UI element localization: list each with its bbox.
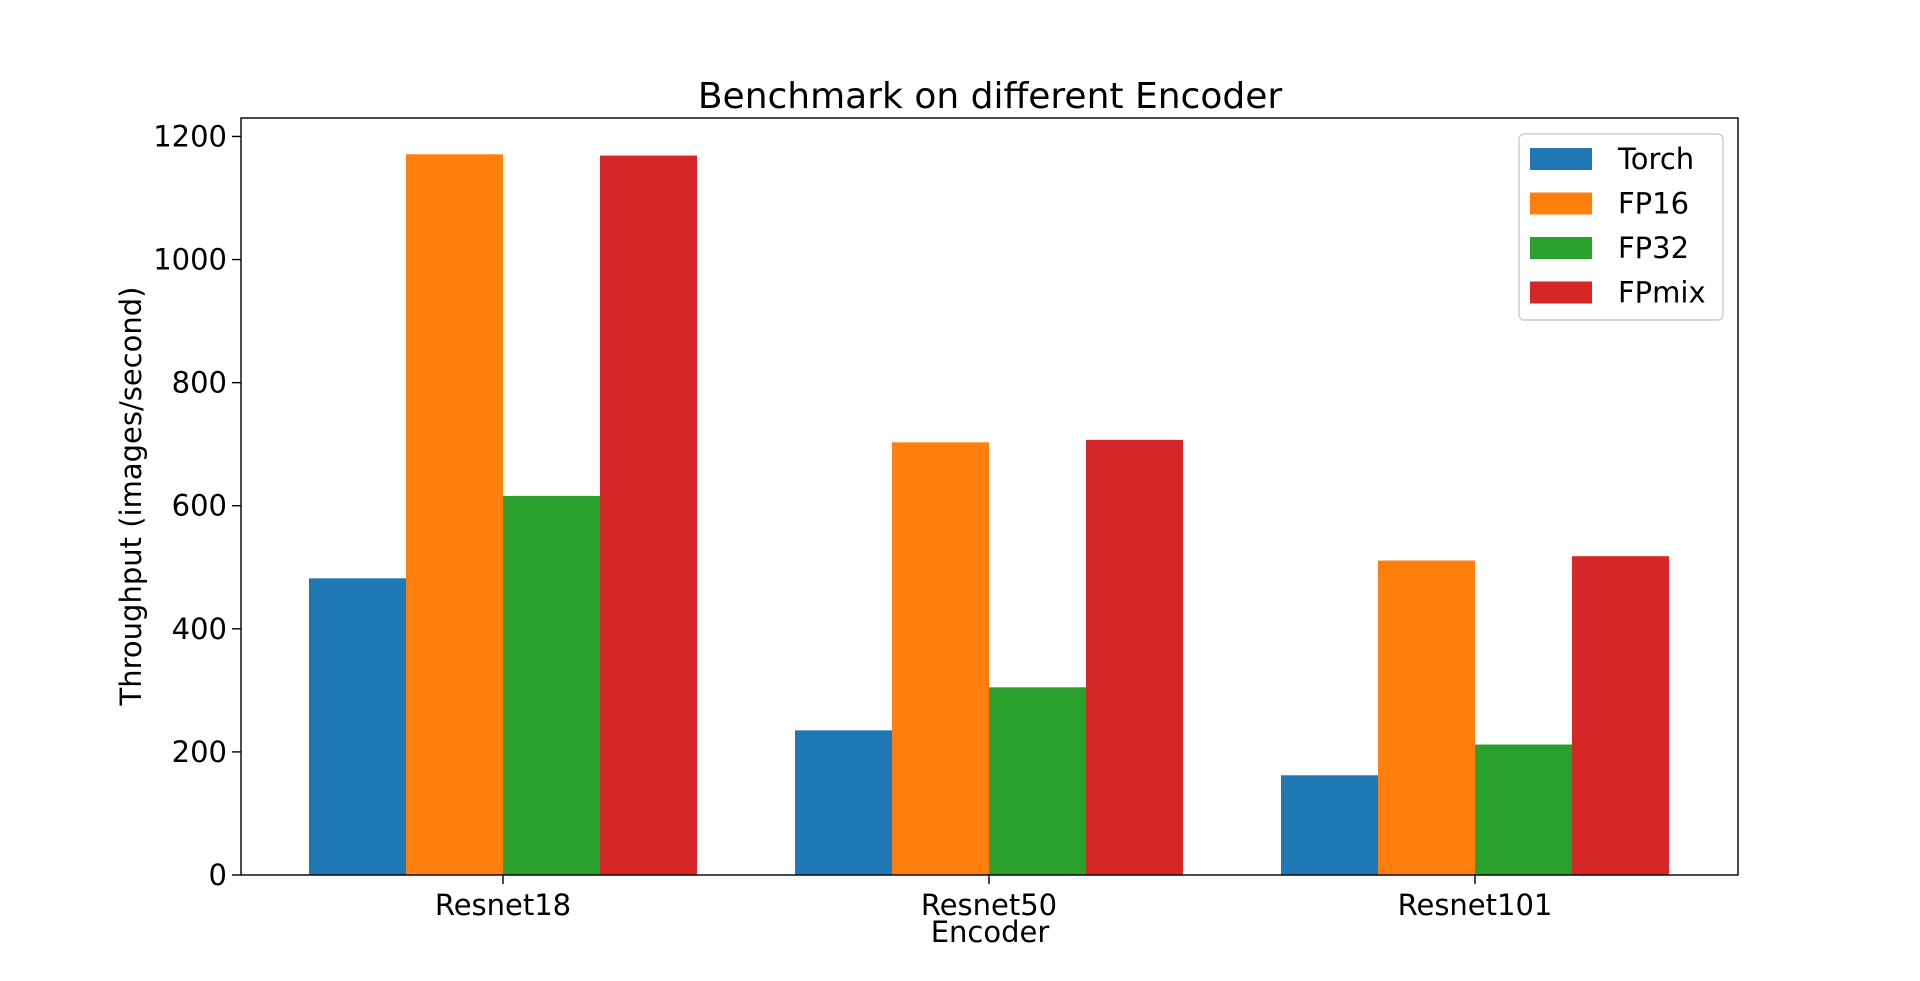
legend-swatch-fp16 xyxy=(1530,192,1592,215)
bars-layer xyxy=(309,154,1669,875)
bar-fpmix-resnet50 xyxy=(1086,439,1183,875)
bar-fp16-resnet50 xyxy=(892,442,989,875)
legend-box xyxy=(1518,133,1724,321)
y-tick-label: 0 xyxy=(209,858,227,892)
legend-swatch-torch xyxy=(1530,148,1592,170)
y-axis-ticks: 0 200 400 600 800 1000 1200 xyxy=(153,119,241,892)
bar-torch-resnet101 xyxy=(1281,775,1378,875)
x-tick-label: Resnet18 xyxy=(435,888,571,922)
chart-title: Benchmark on different Encoder xyxy=(698,76,1282,117)
bar-fpmix-resnet101 xyxy=(1572,556,1669,875)
x-tick-label: Resnet50 xyxy=(921,888,1057,922)
legend-label-fpmix: FPmix xyxy=(1618,276,1706,310)
y-tick-label: 600 xyxy=(172,489,227,523)
y-tick-label: 1200 xyxy=(153,119,227,153)
bar-fp16-resnet18 xyxy=(406,154,503,875)
x-axis-label: Encoder xyxy=(931,915,1050,949)
legend-label-fp32: FP32 xyxy=(1618,231,1689,265)
bar-fp32-resnet101 xyxy=(1475,744,1572,875)
bar-fp16-resnet101 xyxy=(1378,560,1475,875)
bar-torch-resnet50 xyxy=(795,730,892,875)
y-tick-label: 1000 xyxy=(153,243,227,277)
y-tick-label: 800 xyxy=(172,366,227,400)
x-tick-label: Resnet101 xyxy=(1398,888,1553,922)
y-tick-label: 200 xyxy=(172,735,227,769)
legend-label-fp16: FP16 xyxy=(1618,187,1689,221)
legend-swatch-fpmix xyxy=(1530,281,1592,304)
legend-label-torch: Torch xyxy=(1617,142,1694,176)
x-axis-ticks: Resnet18 Resnet50 Resnet101 xyxy=(435,875,1553,922)
legend: Torch FP16 FP32 FPmix xyxy=(1518,133,1724,321)
legend-swatch-fp32 xyxy=(1530,237,1592,259)
y-tick-label: 400 xyxy=(172,612,227,646)
bar-fp32-resnet18 xyxy=(503,495,600,875)
y-axis-label: Throughput (images/second) xyxy=(114,287,148,707)
bar-fp32-resnet50 xyxy=(989,687,1086,875)
bar-torch-resnet18 xyxy=(309,578,406,875)
bar-fpmix-resnet18 xyxy=(600,155,697,875)
plot-frame xyxy=(240,117,1739,876)
